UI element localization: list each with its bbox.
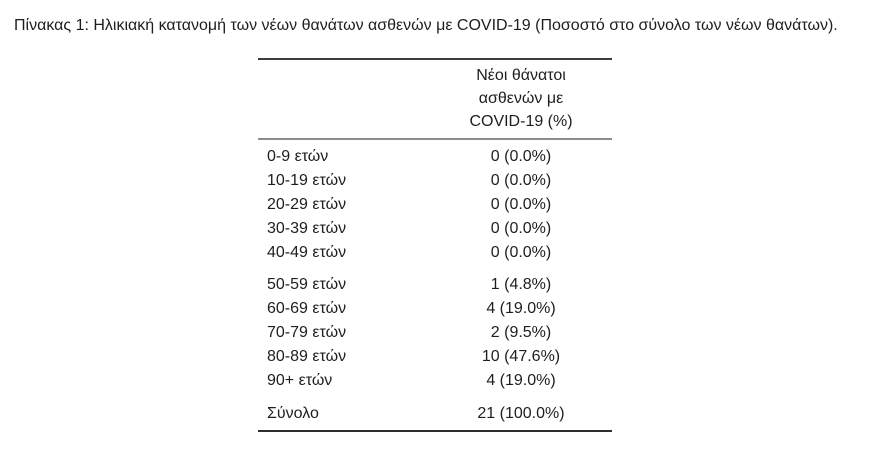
header-line-2: ασθενών με (478, 90, 564, 107)
deaths-value: 0 (0.0%) (490, 196, 552, 213)
table-row: 20-29 ετών 0 (0.0%) (258, 193, 612, 217)
deaths-value: 0 (0.0%) (490, 148, 552, 165)
total-value: 21 (100.0%) (477, 405, 565, 422)
deaths-value: 1 (4.8%) (490, 276, 552, 293)
age-group-block-1: 0-9 ετών 0 (0.0%) 10-19 ετών 0 (0.0%) 20… (258, 145, 612, 265)
table-row: 0-9 ετών 0 (0.0%) (258, 145, 612, 169)
table-row: 60-69 ετών 4 (19.0%) (258, 297, 612, 321)
age-group-label: 90+ ετών (267, 372, 333, 389)
total-row: Σύνολο 21 (100.0%) (258, 402, 612, 426)
table-bottom-rule (258, 430, 612, 432)
header-line-1: Νέοι θάνατοι (476, 67, 566, 84)
table-body: 0-9 ετών 0 (0.0%) 10-19 ετών 0 (0.0%) 20… (258, 145, 612, 426)
age-group-label: 60-69 ετών (267, 300, 347, 317)
deaths-value: 0 (0.0%) (490, 220, 552, 237)
header-line-3: COVID-19 (%) (469, 113, 573, 130)
value-column-header: Νέοι θάνατοι ασθενών με COVID-19 (%) (430, 64, 612, 133)
age-group-label: 10-19 ετών (267, 172, 347, 189)
table-row: 90+ ετών 4 (19.0%) (258, 369, 612, 393)
table-top-rule (258, 58, 612, 60)
deaths-value: 4 (19.0%) (486, 300, 556, 317)
age-distribution-table: Νέοι θάνατοι ασθενών με COVID-19 (%) 0-9… (258, 58, 612, 432)
age-group-label: 80-89 ετών (267, 348, 347, 365)
deaths-value: 0 (0.0%) (490, 244, 552, 261)
table-row: 40-49 ετών 0 (0.0%) (258, 241, 612, 265)
table-caption: Πίνακας 1: Ηλικιακή κατανομή των νέων θα… (14, 17, 838, 34)
age-group-label: 50-59 ετών (267, 276, 347, 293)
table-row: 50-59 ετών 1 (4.8%) (258, 273, 612, 297)
age-group-label: 70-79 ετών (267, 324, 347, 341)
age-group-label: 0-9 ετών (267, 148, 329, 165)
table-row: 10-19 ετών 0 (0.0%) (258, 169, 612, 193)
table-header-rule (258, 138, 612, 140)
table-header-row: Νέοι θάνατοι ασθενών με COVID-19 (%) (258, 64, 612, 133)
age-group-label: 40-49 ετών (267, 244, 347, 261)
table-row: 70-79 ετών 2 (9.5%) (258, 321, 612, 345)
age-group-label: 20-29 ετών (267, 196, 347, 213)
age-group-label: 30-39 ετών (267, 220, 347, 237)
header-empty-cell (258, 64, 430, 133)
table-row: 30-39 ετών 0 (0.0%) (258, 217, 612, 241)
deaths-value: 0 (0.0%) (490, 172, 552, 189)
deaths-value: 4 (19.0%) (486, 372, 556, 389)
age-group-block-2: 50-59 ετών 1 (4.8%) 60-69 ετών 4 (19.0%)… (258, 273, 612, 393)
table-row: 80-89 ετών 10 (47.6%) (258, 345, 612, 369)
deaths-value: 2 (9.5%) (490, 324, 552, 341)
deaths-value: 10 (47.6%) (481, 348, 561, 365)
total-label: Σύνολο (267, 405, 319, 422)
